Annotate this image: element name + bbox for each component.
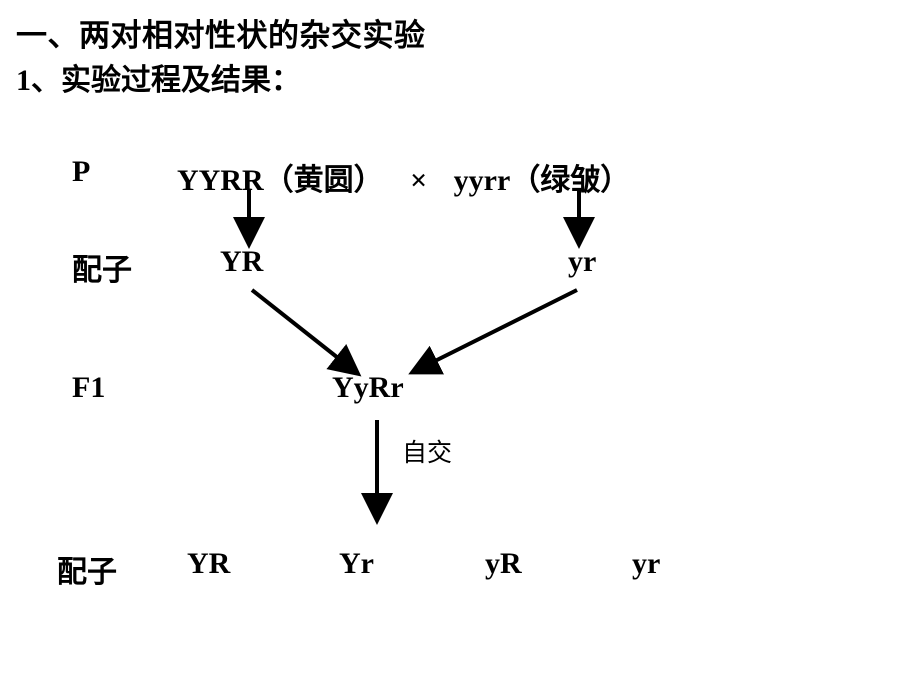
parent1-phenotype: （黄圆） <box>264 164 384 197</box>
gamete-bottom-2: Yr <box>339 547 374 581</box>
gamete-top-1: YR <box>220 245 263 279</box>
f1-row-label: F1 <box>72 371 105 405</box>
section-title-text: 一、两对相对性状的杂交实验 <box>16 18 426 53</box>
arrow <box>419 290 577 369</box>
parent2-genotype: yyrr <box>454 164 511 197</box>
gametes-bottom-label: 配子 <box>57 547 117 591</box>
f1-genotype: YyRr <box>332 371 404 405</box>
gamete-top-2: yr <box>568 245 596 279</box>
parent-row: YYRR（黄圆）×yyrr（绿皱） <box>177 155 630 199</box>
arrows-svg <box>57 135 857 665</box>
gametes-top-label: 配子 <box>72 245 132 289</box>
section-subtitle-text: 1、实验过程及结果： <box>16 64 301 97</box>
cross-diagram: P YYRR（黄圆）×yyrr（绿皱） 配子 YR yr F1 YyRr 自交 … <box>57 135 857 665</box>
gamete-bottom-1: YR <box>187 547 230 581</box>
parent-row-label: P <box>72 155 90 189</box>
gamete-bottom-4: yr <box>632 547 660 581</box>
gamete-bottom-3: yR <box>485 547 522 581</box>
self-cross-label: 自交 <box>402 433 452 469</box>
cross-symbol: × <box>384 164 454 198</box>
parent2-phenotype: （绿皱） <box>510 164 630 197</box>
section-title: 一、两对相对性状的杂交实验 <box>16 10 426 55</box>
parent1-genotype: YYRR <box>177 164 264 197</box>
section-subtitle: 1、实验过程及结果： <box>16 55 301 99</box>
arrow <box>252 290 352 369</box>
